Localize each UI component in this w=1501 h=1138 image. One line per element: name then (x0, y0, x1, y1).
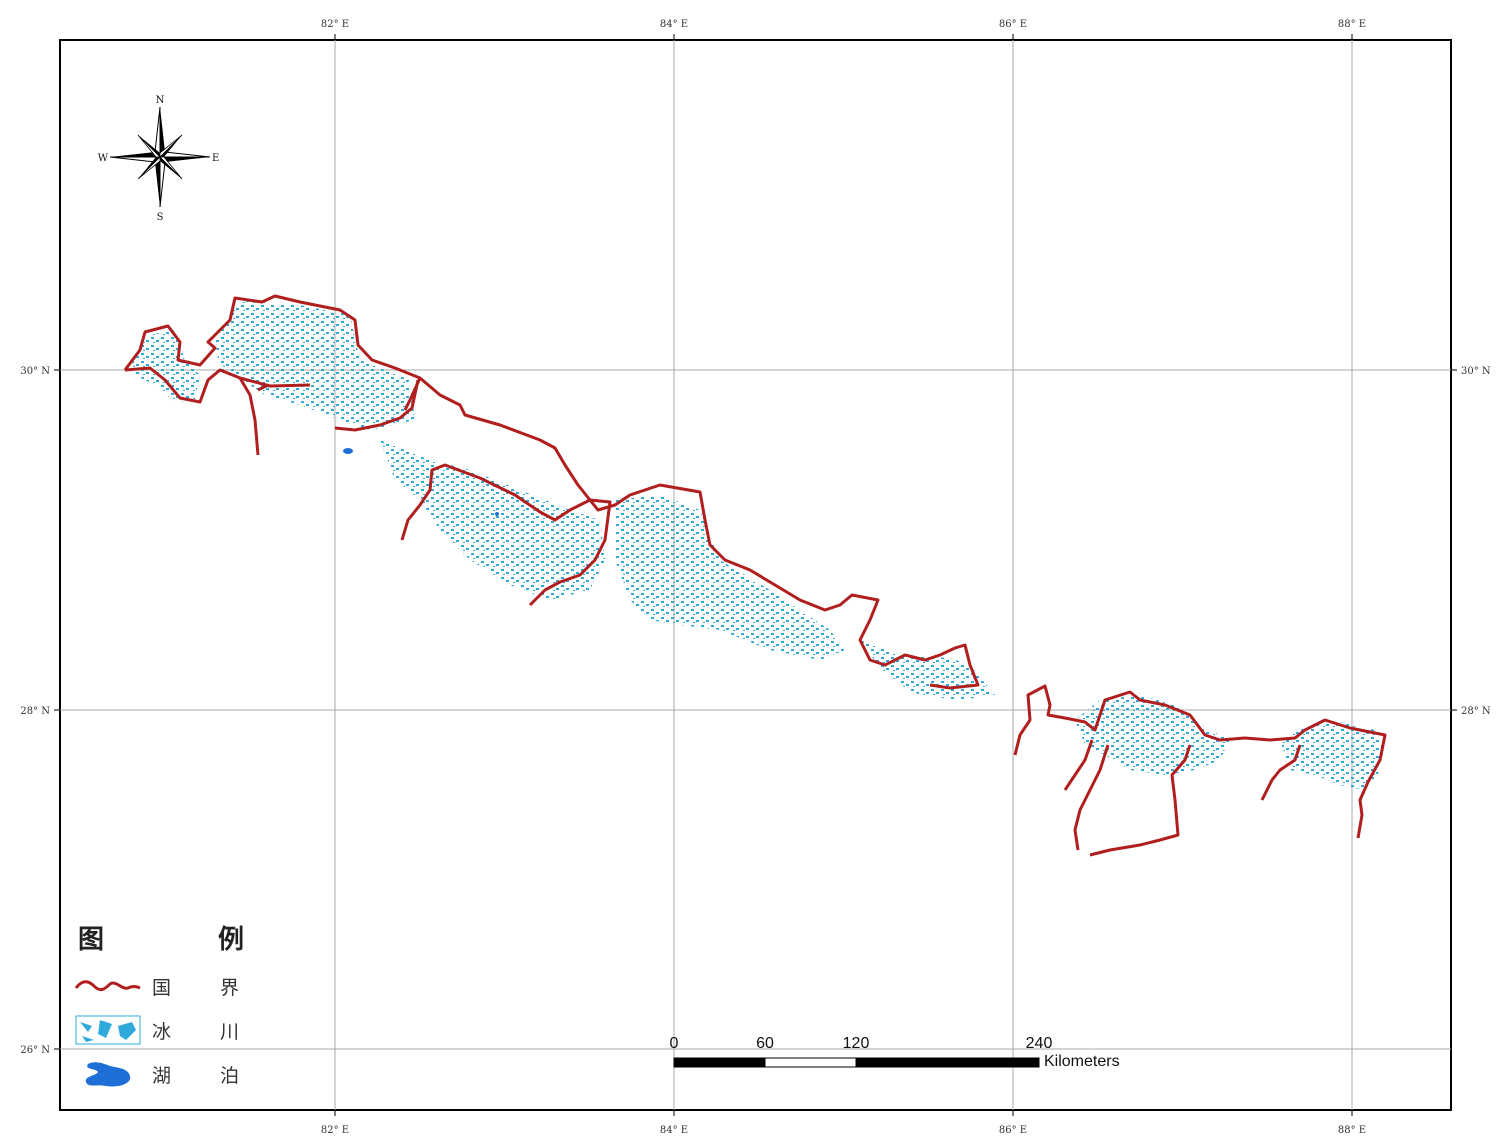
legend-label-glacier-left: 冰 (152, 1021, 171, 1043)
scale-label-60: 60 (756, 1035, 774, 1052)
legend-title-right: 例 (218, 925, 244, 955)
top-label-86e: 86° E (999, 19, 1027, 30)
glacier-pattern-icon (75, 1015, 141, 1045)
international-border-line (334, 377, 422, 432)
scale-label-0: 0 (670, 1035, 679, 1052)
compass-east-label: E (212, 153, 219, 164)
glacier-region-annapurna (615, 495, 845, 660)
international-border-line (124, 366, 311, 456)
glacier-regions (130, 300, 1385, 790)
left-label-30n: 30° N (20, 366, 50, 377)
top-label-82e: 82° E (321, 19, 349, 30)
lake (495, 512, 499, 516)
glacier-region-kanchenjunga (1280, 722, 1385, 790)
left-label-26n: 26° N (20, 1045, 50, 1056)
scale-label-240: 240 (1026, 1035, 1053, 1052)
scale-segment-3 (855, 1057, 1040, 1068)
international-border-line (1013, 684, 1387, 839)
glacier-region-dolpa (380, 440, 605, 600)
scale-unit-label: Kilometers (1044, 1053, 1120, 1070)
lake-shape-icon (85, 1062, 131, 1087)
top-label-88e: 88° E (1338, 19, 1366, 30)
tick-marks (54, 34, 1457, 1116)
compass-south-label: S (157, 212, 164, 223)
bottom-label-84e: 84° E (660, 1125, 688, 1136)
right-label-28n: 28° N (1461, 706, 1491, 717)
top-coordinate-labels: 82° E 84° E 86° E 88° E (321, 19, 1366, 30)
legend-label-border-right: 界 (220, 977, 239, 999)
scale-segment-2 (764, 1057, 857, 1068)
lakes (343, 448, 499, 516)
glacier-region-langtang (860, 640, 995, 700)
compass-rose-icon (109, 106, 211, 208)
bottom-label-82e: 82° E (321, 1125, 349, 1136)
legend-label-border-left: 国 (152, 977, 171, 999)
glacier-region-humla (215, 300, 415, 430)
international-border-line (1063, 739, 1302, 857)
bottom-label-88e: 88° E (1338, 1125, 1366, 1136)
left-label-28n: 28° N (20, 706, 50, 717)
scale-label-120: 120 (843, 1035, 870, 1052)
bottom-label-86e: 86° E (999, 1125, 1027, 1136)
legend-label-lake-left: 湖 (152, 1065, 171, 1087)
scale-bar: 0 60 120 240 Kilometers (670, 1035, 1120, 1070)
north-arrow: N S E W (98, 95, 220, 223)
legend-label-glacier-right: 川 (220, 1021, 239, 1043)
lake (343, 448, 353, 454)
compass-north-label: N (156, 95, 165, 106)
legend-title-left: 图 (78, 925, 104, 955)
glacier-region-khumbu (1075, 695, 1230, 775)
legend: 图 例 国 界 冰 川 湖 泊 (74, 925, 244, 1087)
compass-west-label: W (98, 153, 109, 164)
bottom-coordinate-labels: 82° E 84° E 86° E 88° E (321, 1125, 1366, 1136)
right-label-30n: 30° N (1461, 366, 1491, 377)
international-border-line (400, 463, 612, 607)
border-line-icon (74, 980, 141, 992)
left-coordinate-labels: 30° N 28° N 26° N (20, 366, 50, 1056)
glacier-region-west (130, 330, 200, 402)
right-coordinate-labels: 30° N 28° N (1461, 366, 1491, 717)
top-label-84e: 84° E (660, 19, 688, 30)
scale-segment-1 (673, 1057, 766, 1068)
legend-label-lake-right: 泊 (220, 1065, 239, 1087)
